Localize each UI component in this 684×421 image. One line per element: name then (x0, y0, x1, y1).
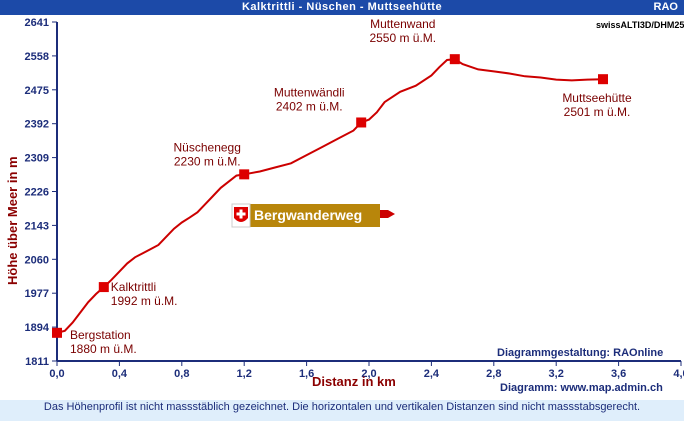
waypoint-marker (52, 327, 62, 338)
x-tick-label: 4,0 (673, 368, 684, 380)
y-tick-label: 2392 (25, 119, 49, 131)
waypoint-marker (239, 169, 250, 180)
data-source-label: swissALTI3D/DHM25 (596, 20, 684, 30)
x-axis-label: Distanz in km (312, 374, 396, 389)
title-bar: Kalktrittli - Nüschen - Muttseehütte RAO (0, 0, 684, 15)
x-tick-label: 2,0 (361, 368, 376, 380)
axes (52, 21, 682, 366)
waypoint-elevation: 2501 m ü.M. (564, 105, 631, 119)
y-tick-label: 1811 (25, 356, 49, 368)
x-tick-label: 1,2 (237, 368, 252, 380)
waypoint-markers (52, 54, 608, 338)
waypoint-elevation: 2230 m ü.M. (174, 154, 241, 168)
y-tick-label: 2641 (25, 17, 49, 29)
x-tick-label: 2,8 (486, 368, 501, 380)
elevation-chart: 0,0 0,4 0,8 1,2 1,6 2,0 2,4 2,8 3,2 3,6 4,0 1811 189… (5, 17, 684, 394)
brand-label: RAO (653, 1, 678, 13)
y-tick-label: 2060 (25, 254, 49, 266)
tick-labels: 0,0 0,4 0,8 1,2 1,6 2,0 2,4 2,8 3,2 3,6 4,0 1811 189… (25, 17, 684, 380)
waypoint-elevation: 1880 m ü.M. (70, 342, 137, 356)
x-tick-label: 0,4 (112, 368, 128, 380)
waypoint-elevation: 1992 m ü.M. (111, 294, 178, 308)
waypoint-name: Kalktrittli (111, 280, 156, 294)
waypoint-marker (98, 282, 109, 293)
waypoint-name: Muttseehütte (562, 91, 632, 105)
footer-note: Das Höhenprofil ist nicht massstäblich g… (0, 400, 684, 421)
waypoint-name: Nüschenegg (174, 140, 241, 154)
swiss-cross-icon (236, 209, 246, 219)
chart-title: Kalktrittli - Nüschen - Muttseehütte (241, 1, 443, 13)
trail-sign: Bergwanderweg (231, 203, 395, 228)
waypoint-marker (356, 117, 367, 128)
x-tick-label: 0,8 (174, 368, 189, 380)
x-tick-label: 1,6 (299, 368, 314, 380)
waypoint-marker (449, 54, 460, 65)
y-tick-label: 2143 (25, 220, 49, 232)
waypoint-elevation: 2550 m ü.M. (369, 31, 436, 45)
map-credit: Diagramm: www.map.admin.ch (500, 382, 663, 394)
trail-sign-arrow (380, 210, 395, 218)
trail-sign-background (250, 204, 380, 227)
x-tick-label: 2,4 (424, 368, 440, 380)
waypoint-elevation: 2402 m ü.M. (276, 99, 343, 113)
x-tick-label: 0,0 (49, 368, 64, 380)
y-tick-label: 1894 (25, 322, 50, 334)
x-tick-label: 3,6 (611, 368, 626, 380)
trail-sign-label: Bergwanderweg (254, 207, 362, 223)
y-tick-label: 2226 (25, 187, 49, 199)
y-tick-label: 2475 (25, 85, 49, 97)
y-tick-label: 2309 (25, 153, 49, 165)
design-credit: Diagrammgestaltung: RAOnline (497, 347, 663, 359)
y-axis-label: Höhe über Meer in m (5, 156, 20, 285)
y-tick-label: 1977 (25, 288, 49, 300)
x-tick-label: 3,2 (549, 368, 564, 380)
waypoint-name: Muttenwändli (274, 85, 345, 99)
waypoint-name: Muttenwand (370, 17, 435, 31)
y-tick-label: 2558 (25, 51, 49, 63)
waypoint-name: Bergstation (70, 328, 131, 342)
elevation-profile-line (56, 58, 604, 334)
waypoint-marker (598, 74, 608, 85)
